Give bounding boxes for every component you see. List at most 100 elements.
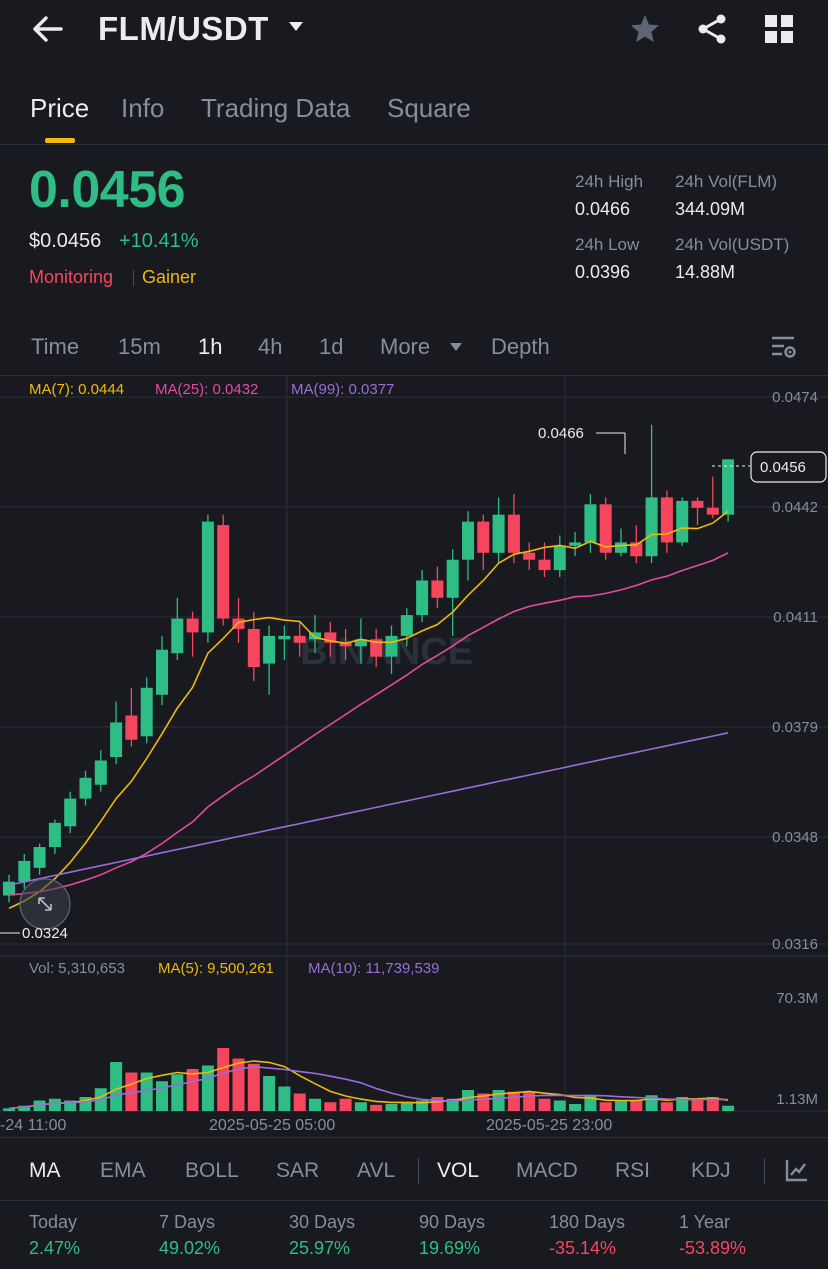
candle-body (523, 552, 536, 560)
ma7-line (8, 510, 729, 910)
candle-body (125, 715, 138, 740)
candle-body (615, 542, 627, 553)
candle-body (431, 580, 444, 598)
grid-menu-icon[interactable] (765, 15, 793, 43)
candle-body (278, 635, 291, 640)
tag-separator (133, 270, 134, 286)
pair-title[interactable]: FLM/USDT (98, 10, 269, 47)
back-arrow-icon[interactable] (30, 14, 64, 44)
indicators-divider (0, 1200, 828, 1201)
tab-trading-data[interactable]: Trading Data (201, 93, 351, 123)
volume-bar (538, 1098, 551, 1111)
volume-bar (309, 1098, 321, 1111)
volume-bar (706, 1097, 719, 1111)
indicator-vol[interactable]: VOL (437, 1159, 480, 1182)
volume-bar (293, 1093, 306, 1111)
usd-price: $0.0456 (29, 230, 102, 252)
volume-bar (324, 1102, 337, 1111)
volume-bar (278, 1086, 291, 1111)
candle-body (293, 635, 306, 643)
candle-body (492, 514, 505, 553)
volume-bar (263, 1076, 276, 1111)
volume-bar (507, 1091, 520, 1111)
volume-bar (125, 1072, 138, 1111)
time-tick-2: 2025-05-25 05:00 (209, 1117, 336, 1134)
candle-body (676, 500, 689, 543)
volume-bar (33, 1100, 46, 1111)
candle-body (370, 639, 383, 657)
ma7-label: MA(7): 0.0444 (29, 381, 125, 398)
candlestick-chart[interactable]: BINANCE (0, 376, 828, 1136)
volume-bar (18, 1105, 31, 1111)
perf-90d-value: 19.69% (419, 1238, 481, 1258)
candle-body (217, 525, 230, 619)
perf-90d-label: 90 Days (419, 1212, 486, 1232)
interval-1h[interactable]: 1h (198, 334, 223, 359)
indicator-boll[interactable]: BOLL (185, 1159, 239, 1182)
gainer-tag[interactable]: Gainer (142, 267, 197, 287)
volume-bar (615, 1100, 627, 1111)
time-tick-1: -24 11:00 (0, 1117, 67, 1134)
high-marker-label: 0.0466 (538, 425, 584, 442)
interval-1d[interactable]: 1d (319, 334, 344, 359)
candle-body (538, 559, 551, 571)
perf-today-value: 2.47% (29, 1238, 81, 1258)
volume-bar (630, 1100, 643, 1111)
candle-body (630, 542, 643, 557)
volume-bar (110, 1062, 123, 1111)
candle-body (507, 514, 520, 553)
volume-bar (3, 1108, 15, 1111)
tab-square[interactable]: Square (387, 93, 471, 123)
indicator-settings-icon[interactable] (785, 1158, 809, 1182)
interval-4h[interactable]: 4h (258, 334, 283, 359)
candle-body (660, 497, 673, 543)
candle-body (569, 542, 582, 546)
24h-high-label: 24h High (575, 172, 644, 191)
chart-settings-icon[interactable] (770, 335, 798, 361)
24h-vol-base-label: 24h Vol(FLM) (675, 172, 778, 191)
price-tick-3: 0.0411 (773, 609, 818, 626)
indicator-rsi[interactable]: RSI (615, 1159, 651, 1182)
candle-body (156, 649, 168, 695)
perf-180d-label: 180 Days (549, 1212, 626, 1232)
volume-bar (446, 1098, 459, 1111)
interval-time[interactable]: Time (31, 334, 80, 359)
24h-low-label: 24h Low (575, 235, 640, 254)
volume-bar (48, 1098, 61, 1111)
indicator-ma[interactable]: MA (29, 1159, 61, 1182)
volume-bar (217, 1048, 230, 1111)
candle-body (110, 722, 123, 758)
volume-bar (171, 1074, 184, 1111)
perf-7d-label: 7 Days (159, 1212, 216, 1232)
price-tick-2: 0.0442 (772, 499, 818, 516)
interval-more[interactable]: More (380, 334, 431, 359)
candle-body (462, 521, 474, 560)
more-caret-icon[interactable] (449, 342, 463, 352)
indicator-sar[interactable]: SAR (276, 1159, 320, 1182)
candle-body (140, 687, 153, 737)
price-change-percent: +10.41% (119, 230, 199, 252)
caret-down-icon[interactable] (288, 21, 304, 33)
indicator-avl[interactable]: AVL (357, 1159, 396, 1182)
indicator-macd[interactable]: MACD (516, 1159, 578, 1182)
volume-bar (691, 1098, 704, 1111)
volume-ma5-line (8, 1060, 729, 1110)
indicator-kdj[interactable]: KDJ (691, 1159, 731, 1182)
tab-info[interactable]: Info (121, 93, 165, 123)
tab-price[interactable]: Price (30, 93, 90, 123)
perf-today-label: Today (29, 1212, 78, 1232)
volume-bar (400, 1102, 413, 1111)
perf-1y-label: 1 Year (679, 1212, 731, 1232)
24h-low-value: 0.0396 (575, 262, 631, 282)
top-bar: FLM/USDT (0, 0, 828, 66)
volume-bar (64, 1100, 77, 1111)
candle-body (79, 777, 92, 799)
share-icon[interactable] (696, 13, 728, 45)
interval-15m[interactable]: 15m (118, 334, 161, 359)
indicator-ema[interactable]: EMA (100, 1159, 146, 1182)
candle-body (64, 798, 77, 827)
monitoring-tag[interactable]: Monitoring (29, 267, 114, 287)
interval-depth[interactable]: Depth (491, 334, 550, 359)
volume-bar (232, 1058, 245, 1111)
star-icon[interactable] (629, 13, 661, 45)
